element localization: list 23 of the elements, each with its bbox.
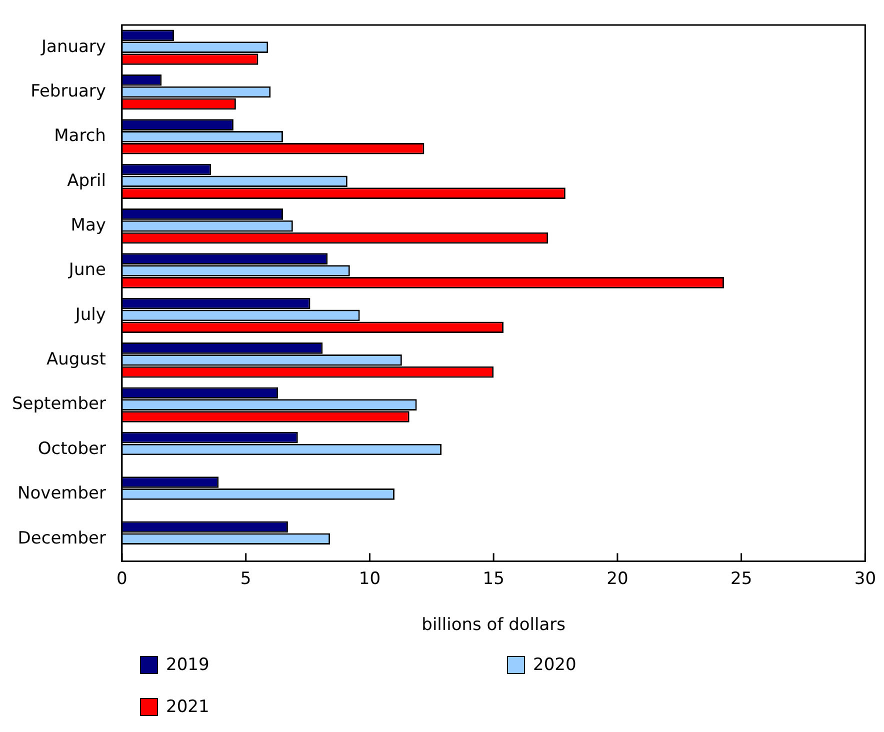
- y-tick-label: June: [68, 260, 106, 280]
- x-axis-title: billions of dollars: [422, 615, 566, 636]
- x-tick-label: 15: [482, 568, 504, 589]
- y-tick-label: May: [70, 215, 106, 236]
- legend-label: 2020: [533, 655, 576, 675]
- y-tick-label: April: [67, 170, 106, 191]
- y-tick-label: February: [30, 81, 106, 102]
- y-tick-label: December: [18, 528, 106, 548]
- x-tick-label: 10: [358, 568, 381, 589]
- legend-label: 2019: [166, 655, 210, 675]
- x-tick-label: 20: [606, 568, 628, 589]
- y-tick-label: January: [40, 36, 106, 57]
- legend-label: 2021: [166, 697, 210, 717]
- x-tick-label: 30: [854, 568, 876, 589]
- y-tick-label: October: [38, 438, 106, 459]
- y-tick-label: March: [54, 126, 106, 146]
- y-tick-label: July: [74, 304, 106, 325]
- x-tick-label: 0: [116, 568, 128, 589]
- y-tick-label: November: [18, 484, 106, 504]
- x-tick-label: 25: [730, 568, 752, 589]
- x-tick-label: 5: [240, 568, 252, 589]
- y-tick-label: August: [46, 350, 106, 370]
- y-tick-label: September: [12, 394, 106, 414]
